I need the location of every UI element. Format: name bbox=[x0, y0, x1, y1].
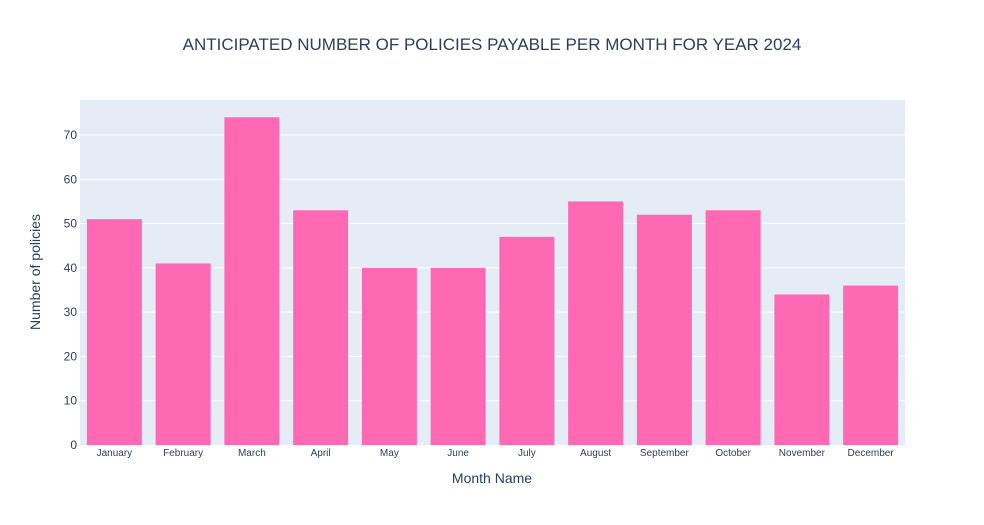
x-tick-label: March bbox=[238, 448, 266, 459]
x-tick-label: April bbox=[311, 448, 331, 459]
y-tick-label: 10 bbox=[64, 394, 78, 408]
bar-july[interactable] bbox=[499, 236, 555, 445]
bar-january[interactable] bbox=[86, 219, 142, 445]
x-axis-title: Month Name bbox=[452, 470, 532, 486]
chart-title: ANTICIPATED NUMBER OF POLICIES PAYABLE P… bbox=[183, 35, 802, 54]
x-tick-label: August bbox=[580, 448, 611, 459]
x-tick-label: November bbox=[779, 448, 826, 459]
bar-august[interactable] bbox=[568, 201, 624, 445]
x-tick-label: January bbox=[97, 448, 133, 459]
y-tick-label: 30 bbox=[64, 305, 78, 319]
x-tick-label: February bbox=[163, 448, 203, 459]
bar-february[interactable] bbox=[155, 263, 211, 445]
y-axis-title: Number of policies bbox=[27, 214, 43, 330]
plot-area bbox=[80, 100, 905, 445]
gridlines bbox=[80, 134, 905, 402]
bar-march[interactable] bbox=[224, 117, 280, 445]
bars bbox=[86, 117, 899, 445]
x-tick-label: December bbox=[848, 448, 895, 459]
x-tick-label: June bbox=[447, 448, 469, 459]
bar-october[interactable] bbox=[705, 210, 761, 445]
bar-may[interactable] bbox=[361, 267, 417, 445]
x-tick-label: May bbox=[380, 448, 399, 459]
bar-april[interactable] bbox=[293, 210, 349, 445]
y-tick-label: 20 bbox=[64, 349, 78, 363]
y-tick-label: 60 bbox=[64, 172, 78, 186]
x-axis-ticks: January February March April May June July Augu… bbox=[97, 448, 895, 459]
bar-november[interactable] bbox=[774, 294, 830, 445]
y-tick-label: 40 bbox=[64, 261, 78, 275]
x-tick-label: October bbox=[715, 448, 751, 459]
y-tick-label: 0 bbox=[70, 438, 77, 452]
bar-june[interactable] bbox=[430, 267, 486, 445]
x-tick-label: September bbox=[640, 448, 690, 459]
y-axis-ticks: 0 10 20 30 40 50 60 70 bbox=[64, 128, 78, 452]
bar-september[interactable] bbox=[636, 214, 692, 445]
y-tick-label: 50 bbox=[64, 217, 78, 231]
y-tick-label: 70 bbox=[64, 128, 78, 142]
x-tick-label: July bbox=[518, 448, 536, 459]
bar-december[interactable] bbox=[843, 285, 899, 445]
